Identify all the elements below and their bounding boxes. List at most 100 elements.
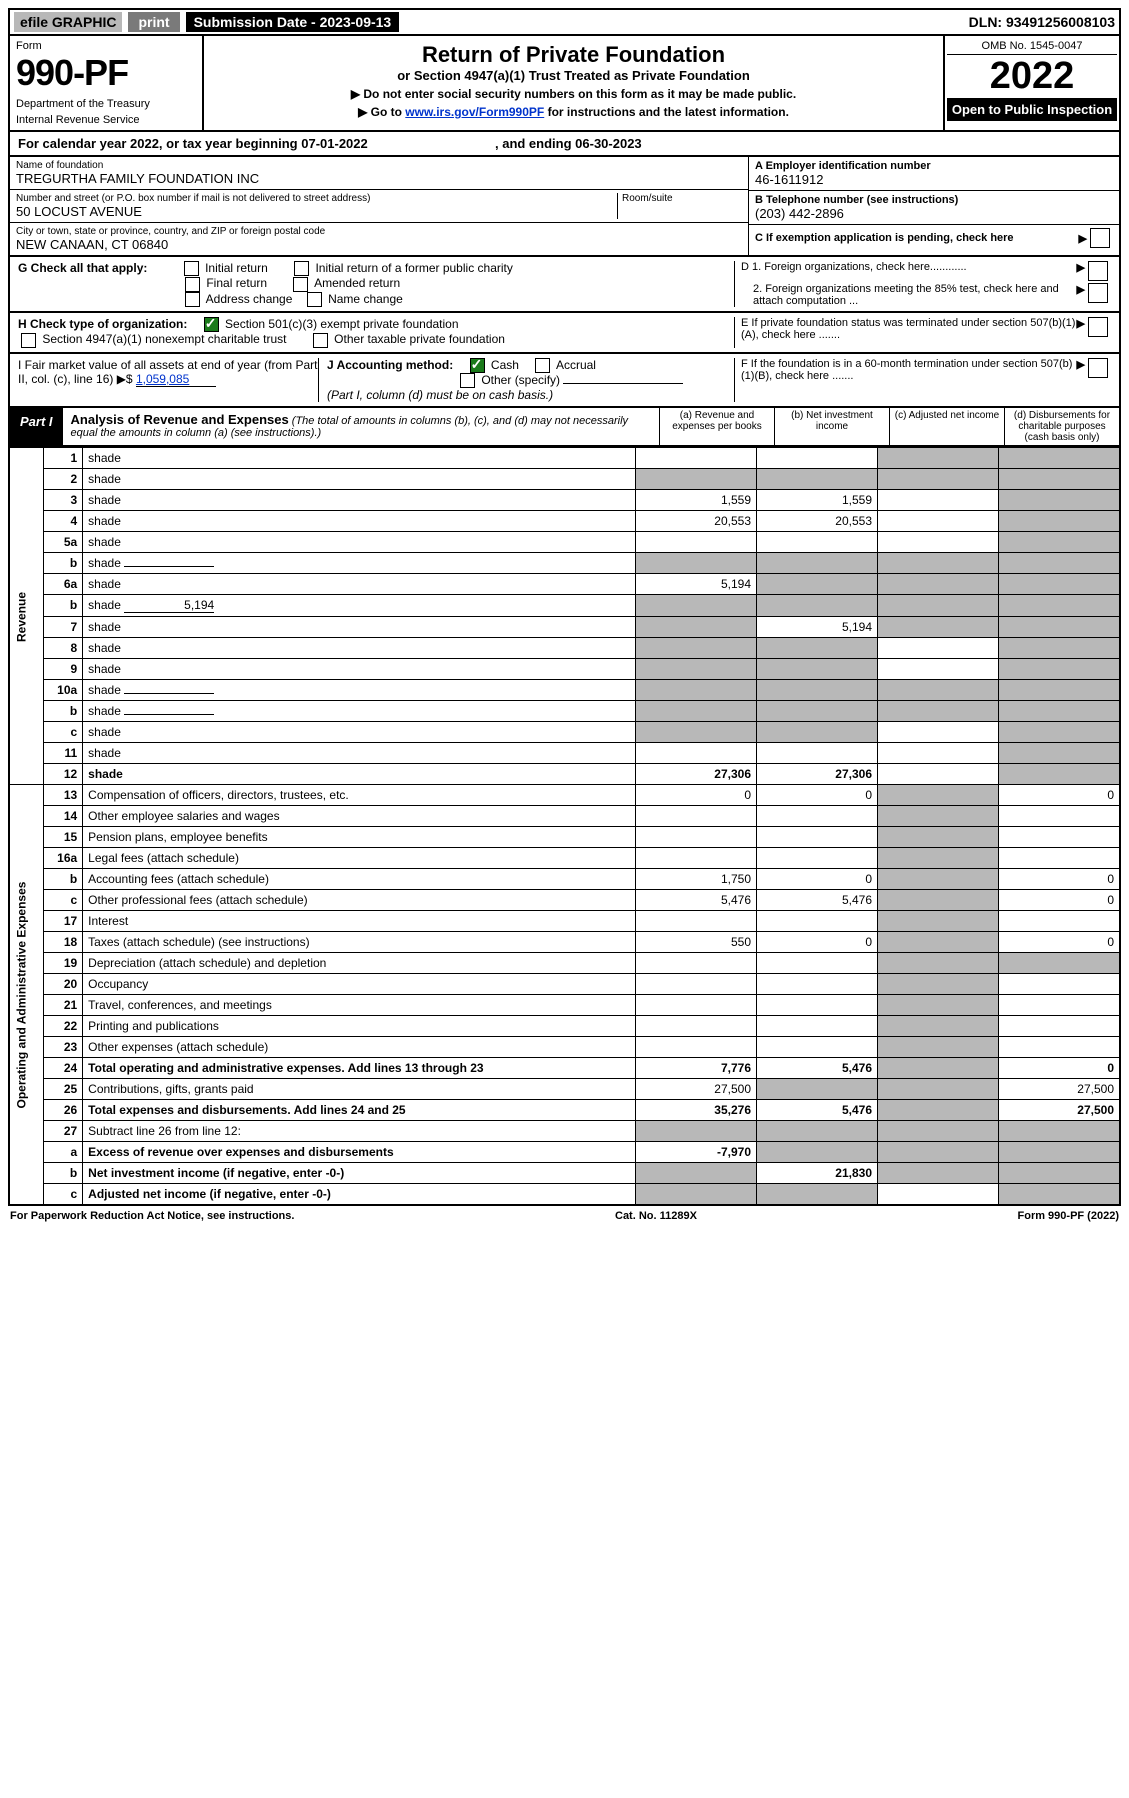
checkbox-initial-return[interactable] (184, 261, 199, 276)
header-mid: Return of Private Foundation or Section … (204, 36, 943, 130)
row-description: shade (83, 764, 636, 785)
row-number: 1 (44, 448, 83, 469)
row-description: shade (83, 469, 636, 490)
section-c-cell: C If exemption application is pending, c… (749, 225, 1119, 251)
amount-cell (878, 743, 999, 764)
amount-cell (878, 806, 999, 827)
cal-begin: 07-01-2022 (301, 136, 368, 151)
amount-cell (878, 1058, 999, 1079)
amount-cell (636, 1037, 757, 1058)
amount-cell (878, 974, 999, 995)
table-row: 6ashade5,194 (9, 574, 1120, 595)
row-number: 5a (44, 532, 83, 553)
amount-cell (636, 827, 757, 848)
table-row: aExcess of revenue over expenses and dis… (9, 1142, 1120, 1163)
form-header: Form 990-PF Department of the Treasury I… (8, 36, 1121, 132)
irs-label: Internal Revenue Service (16, 114, 196, 126)
row-number: 9 (44, 659, 83, 680)
amount-cell (636, 722, 757, 743)
checkbox-other-taxable[interactable] (313, 333, 328, 348)
amount-cell (757, 743, 878, 764)
section-e: E If private foundation status was termi… (734, 317, 1111, 348)
g-opt-0: Initial return (205, 261, 268, 275)
amount-cell (999, 574, 1121, 595)
arrow-icon: ▶ (1077, 358, 1085, 382)
table-row: 8shade (9, 638, 1120, 659)
amount-cell (636, 743, 757, 764)
ein-label: A Employer identification number (755, 160, 1113, 172)
section-g-left: G Check all that apply: Initial return I… (18, 261, 734, 307)
ein-cell: A Employer identification number 46-1611… (749, 157, 1119, 191)
checkbox-accrual[interactable] (535, 358, 550, 373)
row-description: shade (83, 553, 636, 574)
table-row: 20Occupancy (9, 974, 1120, 995)
amount-cell (999, 701, 1121, 722)
amount-cell: 0 (999, 869, 1121, 890)
name-label: Name of foundation (16, 160, 742, 171)
row-number: 4 (44, 511, 83, 532)
amount-cell (878, 995, 999, 1016)
checkbox-d1[interactable] (1088, 261, 1108, 281)
row-description: shade (83, 722, 636, 743)
row-description: shade (83, 638, 636, 659)
amount-cell: 1,559 (757, 490, 878, 511)
checkbox-address-change[interactable] (185, 292, 200, 307)
form-title: Return of Private Foundation (214, 42, 933, 68)
amount-cell (636, 1184, 757, 1206)
open-public-badge: Open to Public Inspection (947, 98, 1117, 121)
table-row: cshade (9, 722, 1120, 743)
section-i: I Fair market value of all assets at end… (18, 358, 318, 403)
amount-cell: 27,306 (757, 764, 878, 785)
amount-cell (999, 617, 1121, 638)
table-row: bshade (9, 701, 1120, 722)
amount-cell (757, 974, 878, 995)
cal-end: 06-30-2023 (575, 136, 642, 151)
checkbox-cash[interactable] (470, 358, 485, 373)
row-description: Total expenses and disbursements. Add li… (83, 1100, 636, 1121)
table-row: 3shade1,5591,559 (9, 490, 1120, 511)
section-d: D 1. Foreign organizations, check here..… (734, 261, 1111, 307)
dept-treasury: Department of the Treasury (16, 98, 196, 110)
amount-cell (636, 995, 757, 1016)
checkbox-c[interactable] (1090, 228, 1110, 248)
checkbox-f[interactable] (1088, 358, 1108, 378)
d1-label: D 1. Foreign organizations, check here..… (741, 261, 1077, 281)
table-row: 21Travel, conferences, and meetings (9, 995, 1120, 1016)
print-button[interactable]: print (128, 12, 179, 32)
amount-cell (878, 532, 999, 553)
checkbox-d2[interactable] (1088, 283, 1108, 303)
amount-cell: 0 (757, 785, 878, 806)
checkbox-final-return[interactable] (185, 277, 200, 292)
row-description: Net investment income (if negative, ente… (83, 1163, 636, 1184)
checkbox-e[interactable] (1088, 317, 1108, 337)
checkbox-name-change[interactable] (307, 292, 322, 307)
amount-cell (636, 659, 757, 680)
amount-cell (878, 785, 999, 806)
row-description: Interest (83, 911, 636, 932)
amount-cell: 5,476 (757, 1100, 878, 1121)
section-c-label: C If exemption application is pending, c… (755, 232, 1079, 244)
amount-cell (878, 848, 999, 869)
amount-cell (999, 1142, 1121, 1163)
amount-cell (636, 701, 757, 722)
amount-cell (878, 595, 999, 617)
amount-cell (757, 911, 878, 932)
row-description: Contributions, gifts, grants paid (83, 1079, 636, 1100)
checkbox-amended[interactable] (293, 277, 308, 292)
table-row: bNet investment income (if negative, ent… (9, 1163, 1120, 1184)
fmv-value[interactable]: 1,059,085 (136, 372, 216, 387)
irs-link[interactable]: www.irs.gov/Form990PF (405, 105, 544, 119)
checkbox-initial-former[interactable] (294, 261, 309, 276)
checkbox-4947[interactable] (21, 333, 36, 348)
amount-cell (757, 701, 878, 722)
checkbox-other-method[interactable] (460, 373, 475, 388)
table-row: 2shade (9, 469, 1120, 490)
amount-cell (878, 722, 999, 743)
amount-cell (636, 974, 757, 995)
amount-cell: 550 (636, 932, 757, 953)
amount-cell (878, 1016, 999, 1037)
row-description: Total operating and administrative expen… (83, 1058, 636, 1079)
checkbox-501c3[interactable] (204, 317, 219, 332)
telephone-cell: B Telephone number (see instructions) (2… (749, 191, 1119, 225)
amount-cell (878, 1100, 999, 1121)
